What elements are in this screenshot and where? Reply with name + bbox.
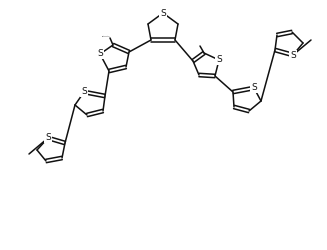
- Text: S: S: [290, 50, 296, 59]
- Text: methyl-stub: methyl-stub: [102, 35, 110, 36]
- Text: S: S: [251, 84, 257, 92]
- Text: S: S: [81, 88, 87, 96]
- Text: S: S: [45, 134, 51, 142]
- Text: S: S: [97, 50, 103, 58]
- Text: S: S: [160, 8, 166, 18]
- Text: S: S: [216, 56, 222, 64]
